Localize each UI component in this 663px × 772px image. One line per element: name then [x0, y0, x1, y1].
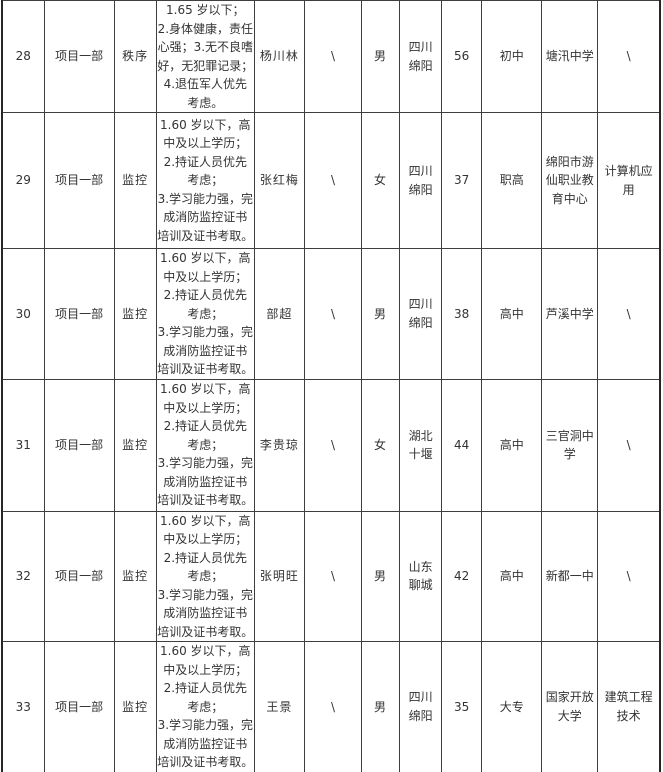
gender-cell: 男 [360, 510, 401, 642]
position-cell: 监控 [113, 248, 157, 380]
table-row: 28 项目一部 秩序 1.65 岁以下； 2.身体健康，责任 心强；3.无不良嗜 好，… [1, 0, 661, 113]
row-number-cell: 31 [1, 378, 45, 512]
department-cell: 项目一部 [43, 248, 115, 380]
position-cell: 监控 [113, 378, 157, 512]
position-cell: 秩序 [113, 0, 157, 113]
gender-cell: 男 [360, 641, 401, 772]
major-cell: \ [597, 248, 661, 380]
separator-cell: \ [303, 510, 363, 642]
requirements-cell: 1.60 岁以下，高 中及以上学历； 2.持证人员优先 考虑； 3.学习能力强，… [155, 510, 255, 642]
school-cell: 国家开放 大学 [541, 641, 599, 772]
native-place-cell: 湖北 十堰 [399, 378, 443, 512]
department-cell: 项目一部 [43, 641, 115, 772]
department-cell: 项目一部 [43, 112, 115, 249]
requirements-cell: 1.60 岁以下，高 中及以上学历； 2.持证人员优先 考虑； 3.学习能力强，… [155, 112, 255, 249]
age-cell: 35 [441, 641, 483, 772]
gender-cell: 女 [360, 378, 401, 512]
table-row: 31 项目一部 监控 1.60 岁以下，高 中及以上学历； 2.持证人员优先 考虑； … [1, 378, 661, 512]
separator-cell: \ [303, 0, 363, 113]
row-number-cell: 29 [1, 112, 45, 249]
school-cell: 绵阳市游 仙职业教 育中心 [541, 112, 599, 249]
separator-cell: \ [303, 378, 363, 512]
native-place-cell: 四川 绵阳 [399, 641, 443, 772]
candidate-name-cell: 李贵琼 [253, 378, 305, 512]
education-cell: 职高 [481, 112, 543, 249]
gender-cell: 男 [360, 248, 401, 380]
department-cell: 项目一部 [43, 378, 115, 512]
major-cell: 计算机应 用 [597, 112, 661, 249]
table-row: 32 项目一部 监控 1.60 岁以下，高 中及以上学历； 2.持证人员优先 考虑； … [1, 510, 661, 642]
table-row: 30 项目一部 监控 1.60 岁以下，高 中及以上学历； 2.持证人员优先 考虑； … [1, 248, 661, 380]
school-cell: 塘汛中学 [541, 0, 599, 113]
education-cell: 高中 [481, 248, 543, 380]
native-place-cell: 四川 绵阳 [399, 0, 443, 113]
age-cell: 44 [441, 378, 483, 512]
age-cell: 38 [441, 248, 483, 380]
native-place-cell: 四川 绵阳 [399, 112, 443, 249]
separator-cell: \ [303, 248, 363, 380]
major-cell: \ [597, 378, 661, 512]
major-cell: \ [597, 0, 661, 113]
school-cell: 三官洞中 学 [541, 378, 599, 512]
requirements-cell: 1.60 岁以下，高 中及以上学历； 2.持证人员优先 考虑； 3.学习能力强，… [155, 641, 255, 772]
position-cell: 监控 [113, 112, 157, 249]
row-number-cell: 33 [1, 641, 45, 772]
native-place-cell: 山东 聊城 [399, 510, 443, 642]
separator-cell: \ [303, 641, 363, 772]
separator-cell: \ [303, 112, 363, 249]
gender-cell: 女 [360, 112, 401, 249]
gender-cell: 男 [360, 0, 401, 113]
school-cell: 新都一中 [541, 510, 599, 642]
row-number-cell: 32 [1, 510, 45, 642]
row-number-cell: 28 [1, 0, 45, 113]
requirements-cell: 1.60 岁以下，高 中及以上学历； 2.持证人员优先 考虑； 3.学习能力强，… [155, 248, 255, 380]
major-cell: \ [597, 510, 661, 642]
requirements-cell: 1.60 岁以下，高 中及以上学历； 2.持证人员优先 考虑； 3.学习能力强，… [155, 378, 255, 512]
requirements-cell: 1.65 岁以下； 2.身体健康，责任 心强；3.无不良嗜 好，无犯罪记录； 4… [155, 0, 255, 113]
table-row: 29 项目一部 监控 1.60 岁以下，高 中及以上学历； 2.持证人员优先 考虑； … [1, 112, 661, 249]
major-cell: 建筑工程 技术 [597, 641, 661, 772]
position-cell: 监控 [113, 641, 157, 772]
candidate-name-cell: 王景 [253, 641, 305, 772]
native-place-cell: 四川 绵阳 [399, 248, 443, 380]
candidate-name-cell: 部超 [253, 248, 305, 380]
department-cell: 项目一部 [43, 0, 115, 113]
age-cell: 37 [441, 112, 483, 249]
position-cell: 监控 [113, 510, 157, 642]
candidate-name-cell: 杨川林 [253, 0, 305, 113]
school-cell: 芦溪中学 [541, 248, 599, 380]
age-cell: 42 [441, 510, 483, 642]
row-number-cell: 30 [1, 248, 45, 380]
education-cell: 大专 [481, 641, 543, 772]
education-cell: 初中 [481, 0, 543, 113]
candidate-name-cell: 张明旺 [253, 510, 305, 642]
candidate-name-cell: 张红梅 [253, 112, 305, 249]
table-row: 33 项目一部 监控 1.60 岁以下，高 中及以上学历； 2.持证人员优先 考虑； … [1, 641, 661, 772]
education-cell: 高中 [481, 510, 543, 642]
education-cell: 高中 [481, 378, 543, 512]
department-cell: 项目一部 [43, 510, 115, 642]
age-cell: 56 [441, 0, 483, 113]
